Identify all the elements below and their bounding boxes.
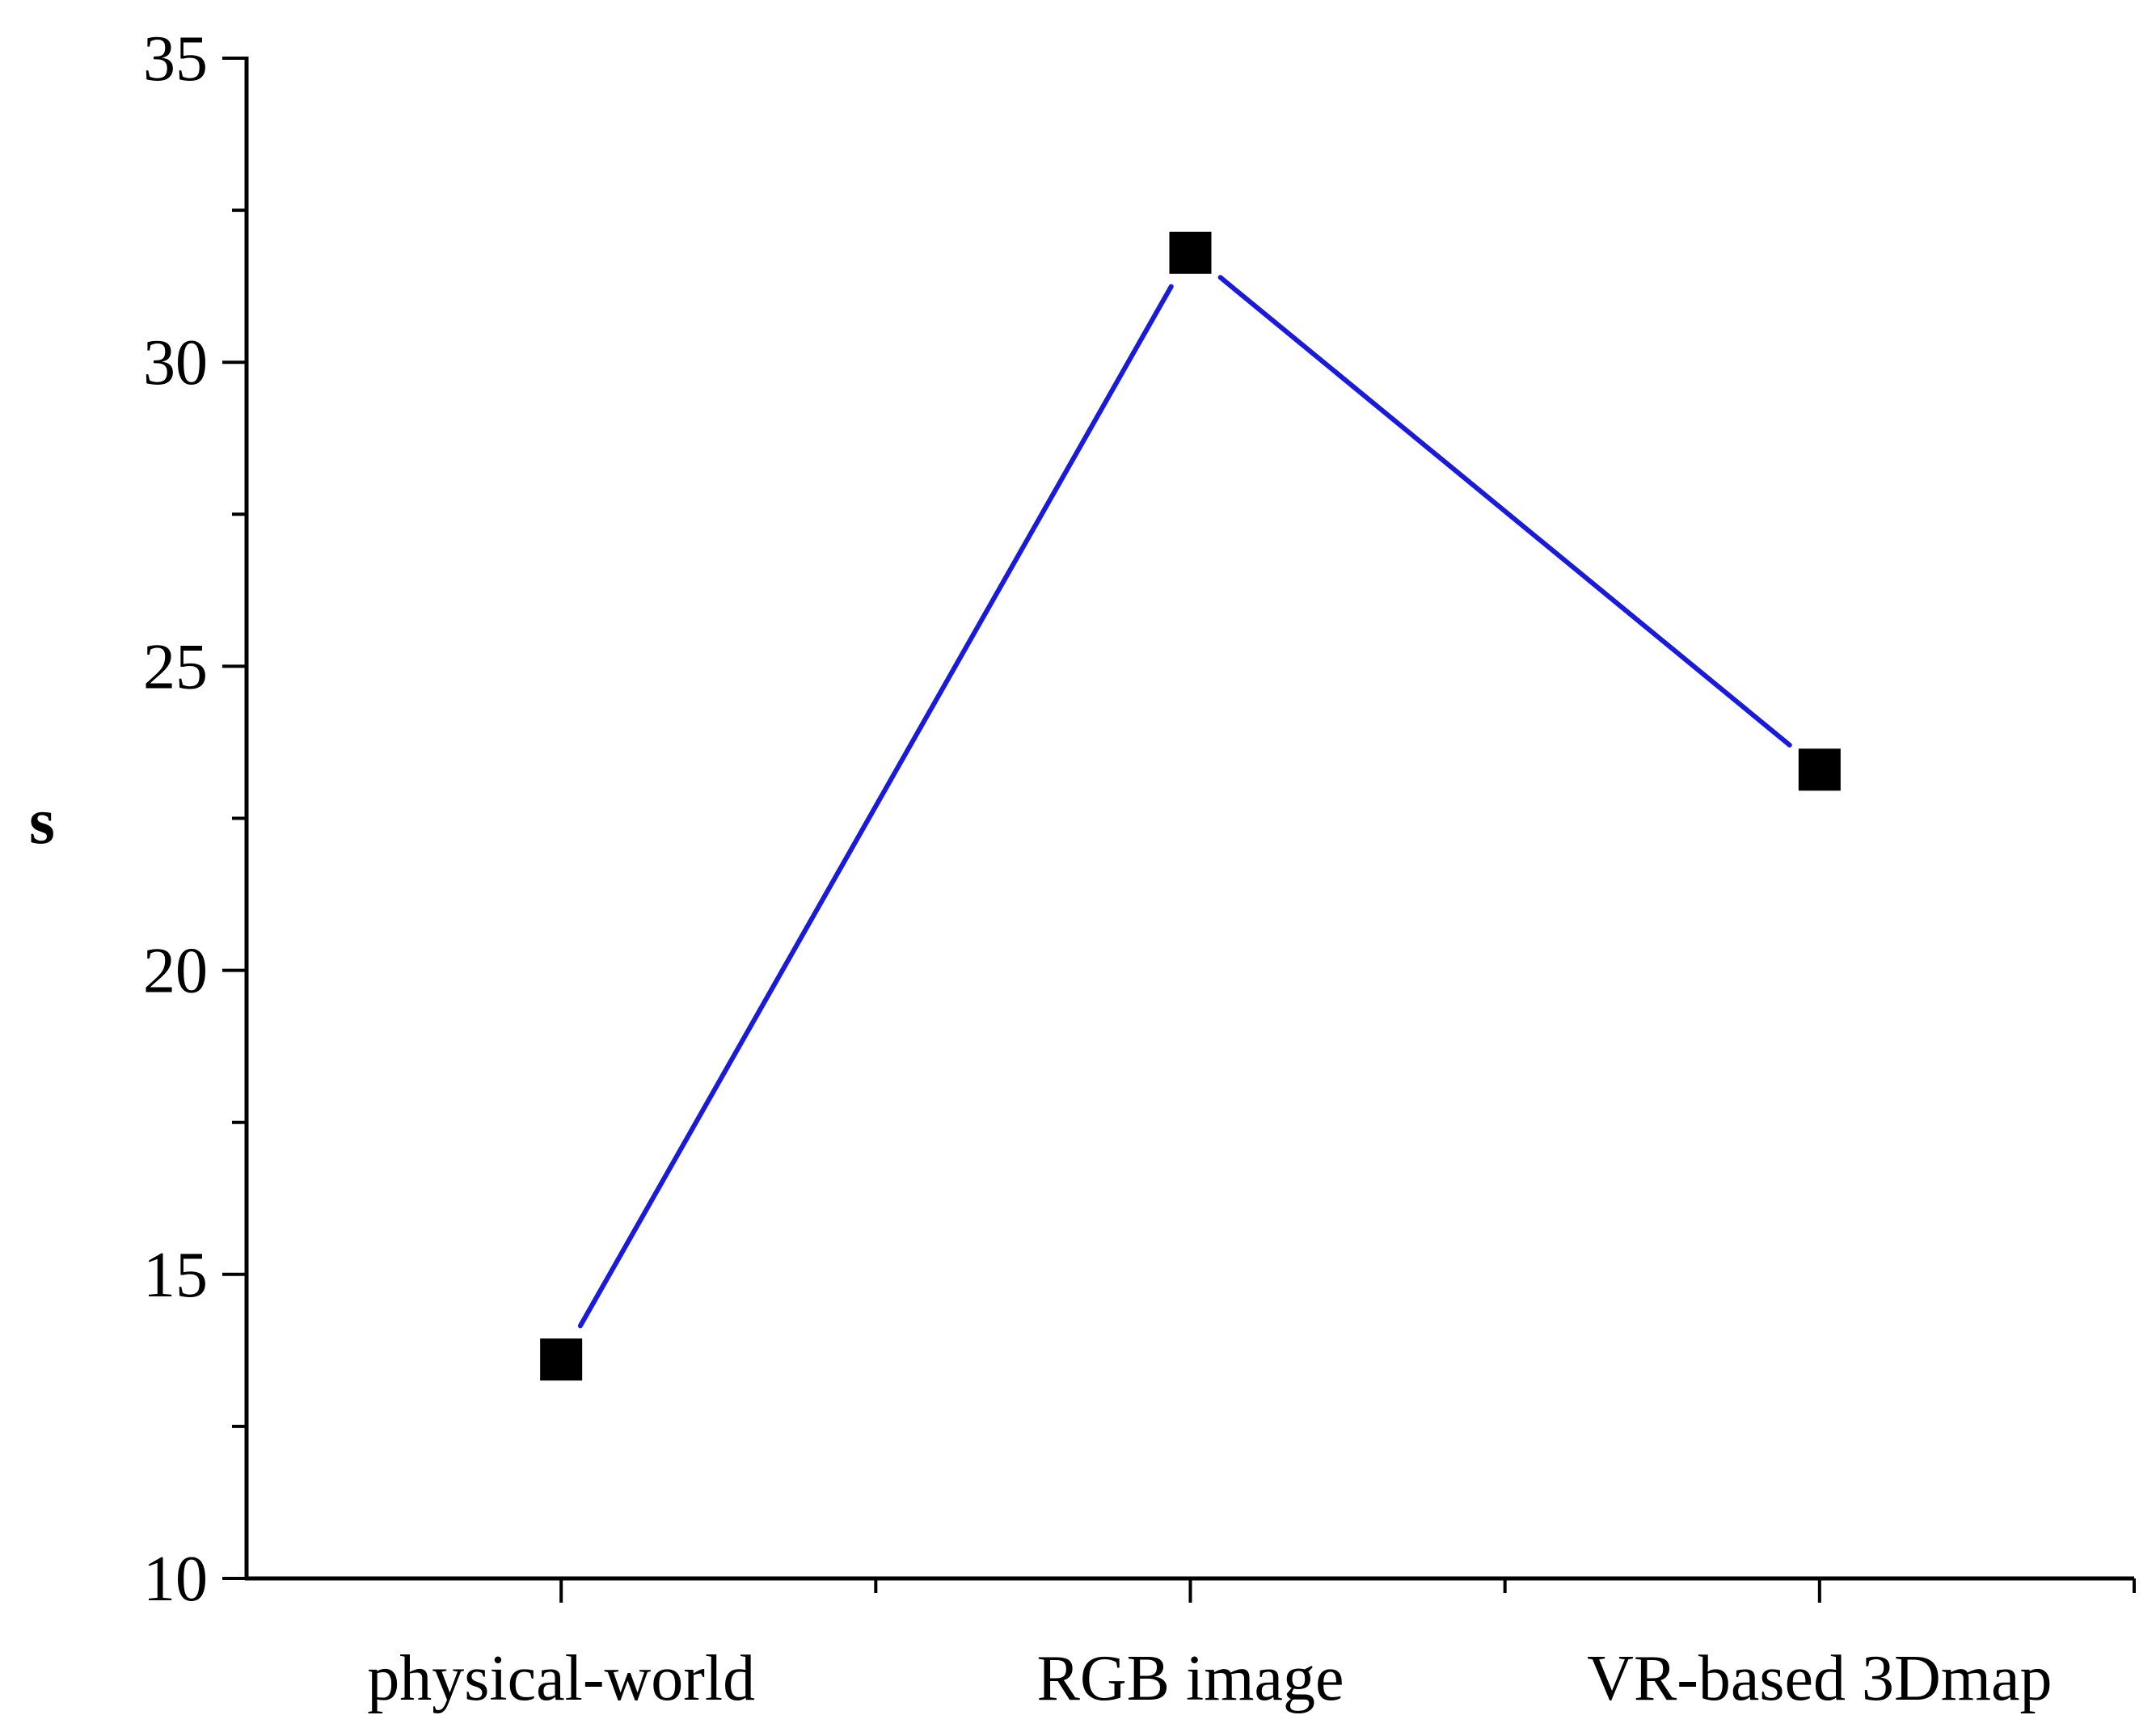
y-axis-ticks: 10 15 20 25 30 35: [143, 23, 247, 1615]
y-axis-title: s: [29, 784, 55, 858]
y-tick-label: 15: [143, 1240, 208, 1311]
y-tick-label: 20: [143, 936, 208, 1007]
data-point-marker: [1798, 748, 1841, 791]
x-tick-label: VR-based 3Dmap: [1587, 1643, 2052, 1714]
x-tick-label: RGB image: [1037, 1643, 1344, 1714]
data-point-marker: [1169, 231, 1212, 274]
series-line-segment: [1217, 275, 1792, 748]
data-point-marker: [540, 1338, 583, 1381]
y-tick-label: 10: [143, 1544, 208, 1615]
x-tick-label: physical-world: [367, 1643, 755, 1714]
y-tick-label: 25: [143, 631, 208, 702]
y-tick-label: 30: [143, 327, 208, 398]
series-line-segment: [577, 284, 1174, 1329]
plot-area: 10 15 20 25 30 35 physical-world RGB image VR-b…: [143, 23, 2136, 1714]
series-layer: [540, 231, 1841, 1381]
x-axis-ticks: physical-world RGB image VR-based 3Dmap: [367, 1578, 2136, 1714]
y-tick-label: 35: [143, 23, 208, 95]
